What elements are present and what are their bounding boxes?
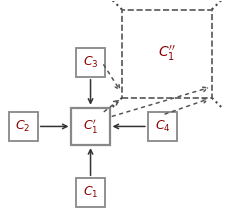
Bar (9, 112, 38, 141)
Text: $C_4$: $C_4$ (154, 119, 169, 134)
Bar (71, 108, 109, 145)
Bar (147, 112, 176, 141)
Text: $C_1''$: $C_1''$ (157, 44, 175, 63)
Text: $C_2$: $C_2$ (16, 119, 31, 134)
Bar (76, 178, 105, 207)
Text: $C_3$: $C_3$ (82, 55, 98, 70)
Bar (76, 48, 105, 77)
Text: $C_1'$: $C_1'$ (82, 117, 98, 135)
Bar (122, 10, 211, 98)
Text: $C_1$: $C_1$ (82, 185, 98, 200)
